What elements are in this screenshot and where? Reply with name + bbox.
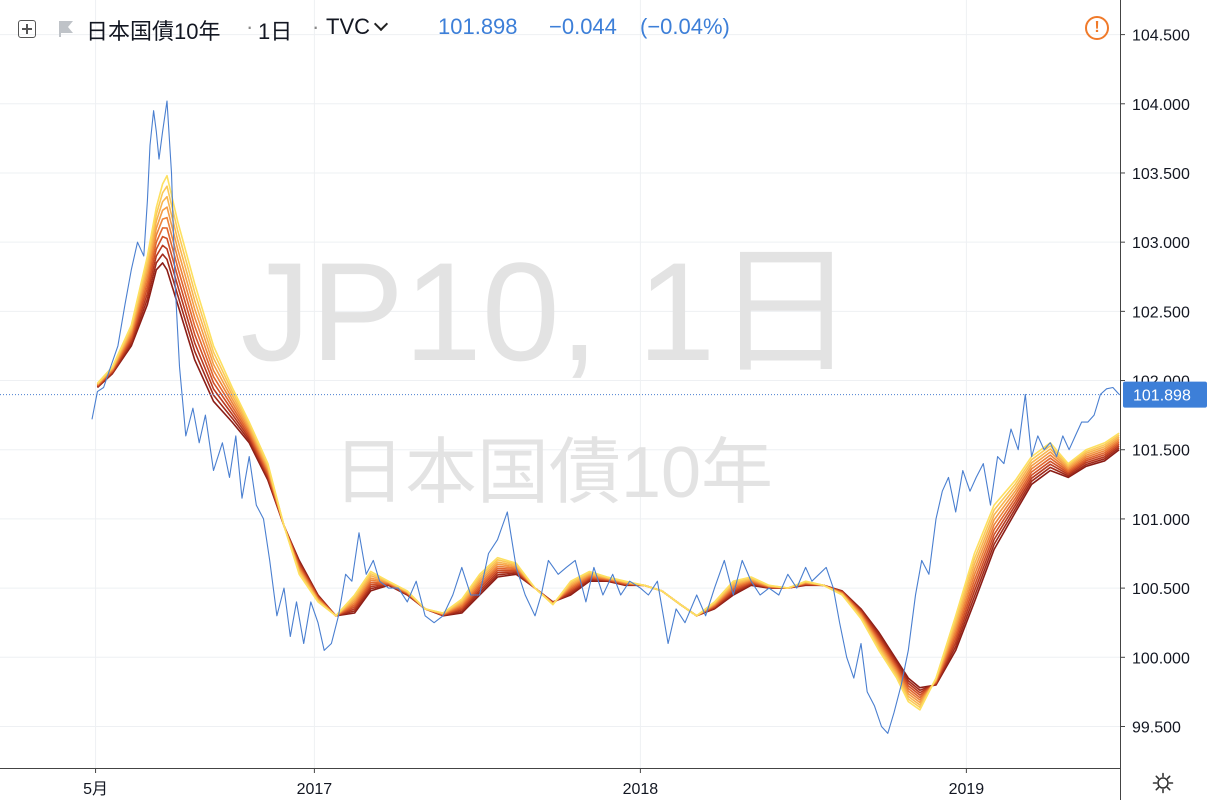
y-tick-label: 99.500 [1132,719,1181,736]
flag-icon[interactable] [58,20,74,38]
header-change-percent: (−0.04%) [640,14,730,39]
chevron-down-icon [373,16,389,32]
header-change: −0.044 [549,14,617,39]
last-price-label: 101.898 [1123,381,1207,408]
y-tick-label: 103.500 [1132,166,1190,183]
y-tick-label: 104.000 [1132,97,1190,114]
ma-ribbon-line [96,174,1120,711]
header-source[interactable]: TVC [326,14,389,40]
chart-axes [0,0,1121,800]
header-interval[interactable]: 1日 [258,19,293,44]
y-tick-label: 101.000 [1132,512,1190,529]
header-symbol-name[interactable]: 日本国債10年 [86,19,221,44]
x-tick-label: 2019 [949,781,985,798]
price-line [91,100,1120,734]
y-tick-label: 103.000 [1132,235,1190,252]
y-tick-label: 100.000 [1132,650,1190,667]
add-compare-icon[interactable] [18,20,36,38]
price-series [91,100,1120,734]
x-tick-label: 5月 [83,781,108,798]
x-axis-ticks: 5月 2017 2018 2019 [83,768,984,798]
y-tick-label: 102.500 [1132,304,1190,321]
watermark-name: 日本国債10年 [333,433,773,513]
y-tick-label: 104.500 [1132,28,1190,45]
header-last-price: 101.898 [438,14,518,39]
source-label: TVC [326,14,370,39]
y-tick-label: 100.500 [1132,581,1190,598]
x-tick-label: 2017 [297,781,333,798]
gear-icon[interactable] [1152,772,1174,794]
last-price-badge [1123,381,1207,408]
ma-ribbon [96,174,1120,711]
last-price-value: 101.898 [1133,388,1191,405]
warning-icon[interactable]: ! [1085,16,1109,40]
chart-watermark: JP10, 1日 日本国債10年 [241,233,856,513]
y-axis-ticks: 99.500100.000100.500101.000101.500102.00… [1120,28,1190,736]
header-separator: · [246,14,254,39]
x-tick-label: 2018 [623,781,659,798]
chart-grid [0,0,1120,768]
y-tick-label: 101.500 [1132,443,1190,460]
watermark-symbol: JP10, 1日 [241,233,856,390]
header-separator: · [312,14,320,39]
